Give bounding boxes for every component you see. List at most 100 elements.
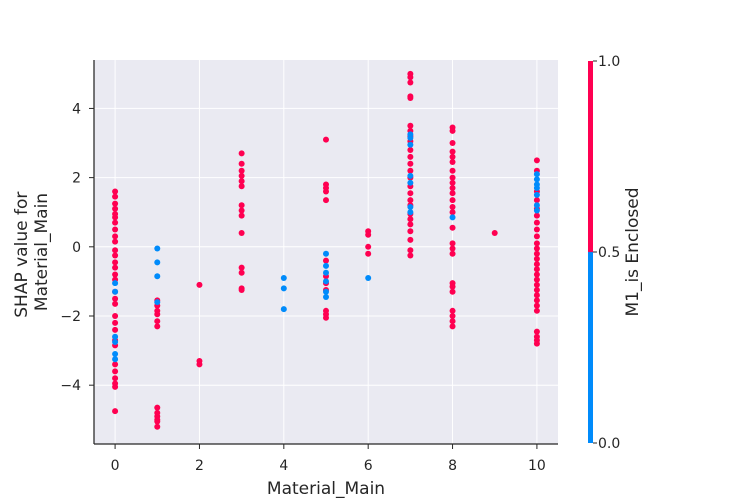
data-point: [449, 140, 456, 147]
data-point: [533, 157, 540, 164]
data-point: [238, 264, 245, 271]
data-point: [449, 283, 456, 290]
x-tick-label: 4: [279, 458, 288, 474]
colorbar-ticks: 0.0 0.5 1.0: [593, 54, 620, 452]
data-point: [196, 361, 203, 368]
data-point: [533, 255, 540, 262]
data-point: [112, 233, 119, 240]
data-point: [533, 240, 540, 247]
x-axis-label: Material_Main: [267, 479, 385, 499]
data-point: [407, 216, 414, 223]
data-point: [112, 351, 119, 358]
y-tick-label: 2: [72, 171, 81, 187]
data-point: [533, 191, 540, 198]
data-point: [533, 287, 540, 294]
data-point: [238, 287, 245, 294]
data-point: [407, 247, 414, 254]
data-point: [238, 269, 245, 276]
data-point: [449, 190, 456, 197]
data-point: [533, 245, 540, 252]
data-point: [533, 266, 540, 273]
data-point: [407, 204, 414, 211]
data-point: [449, 313, 456, 319]
data-point: [533, 302, 540, 309]
data-point: [112, 271, 119, 278]
data-point: [533, 171, 540, 178]
y-tick-label: −4: [60, 378, 81, 394]
data-point: [112, 252, 119, 259]
data-point: [112, 361, 119, 368]
data-point: [112, 408, 119, 415]
data-point: [112, 259, 119, 266]
data-point: [323, 188, 329, 195]
data-point: [407, 134, 414, 141]
data-points: [112, 70, 540, 430]
data-point: [407, 160, 414, 167]
data-point: [112, 193, 119, 200]
data-point: [154, 404, 161, 411]
x-tick-label: 8: [448, 458, 457, 474]
data-point: [533, 207, 540, 214]
data-point: [407, 190, 414, 197]
y-tick-label: −2: [60, 309, 81, 325]
data-point: [154, 318, 161, 325]
data-point: [407, 236, 414, 243]
data-point: [112, 356, 119, 363]
data-point: [112, 326, 119, 333]
data-point: [533, 226, 540, 233]
data-point: [112, 280, 119, 287]
y-axis-label: SHAP value for Material_Main: [12, 186, 52, 317]
data-point: [323, 197, 329, 204]
data-point: [154, 273, 161, 280]
data-point: [112, 238, 119, 245]
data-point: [449, 153, 456, 160]
colorbar-tick-label: 0.5: [598, 245, 620, 261]
data-point: [533, 197, 540, 204]
data-point: [154, 311, 161, 318]
data-point: [238, 172, 245, 179]
data-point: [533, 271, 540, 278]
data-point: [112, 288, 119, 295]
colorbar-label: M1_is Enclosed: [623, 187, 643, 316]
data-point: [449, 245, 456, 252]
data-point: [533, 340, 540, 347]
data-point: [196, 281, 203, 288]
data-point: [238, 167, 245, 174]
data-point: [280, 306, 287, 313]
grid-lines: [94, 60, 558, 444]
data-point: [280, 285, 287, 292]
data-point: [154, 423, 161, 430]
data-point: [407, 172, 414, 179]
data-point: [238, 212, 245, 219]
data-point: [533, 307, 540, 314]
data-point: [238, 207, 245, 214]
data-point: [533, 233, 540, 240]
data-point: [407, 228, 414, 235]
data-point: [449, 250, 456, 257]
data-point: [449, 214, 456, 221]
x-tick-label: 6: [364, 458, 373, 474]
data-point: [112, 338, 119, 345]
data-point: [112, 333, 119, 340]
data-point: [449, 204, 456, 211]
data-point: [112, 200, 119, 207]
data-point: [449, 288, 456, 295]
data-point: [112, 375, 119, 382]
data-point: [112, 383, 119, 390]
data-point: [407, 79, 414, 86]
data-point: [533, 292, 540, 299]
data-point: [449, 174, 456, 181]
data-point: [112, 264, 119, 271]
data-point: [533, 219, 540, 226]
data-point: [323, 262, 329, 269]
data-point: [407, 95, 414, 102]
data-point: [365, 274, 372, 281]
data-point: [154, 245, 161, 252]
x-tick-label: 2: [195, 458, 204, 474]
data-point: [407, 146, 414, 153]
data-point: [323, 257, 329, 264]
data-point: [154, 323, 161, 330]
data-point: [407, 252, 414, 259]
data-point: [491, 229, 498, 236]
data-point: [449, 240, 456, 247]
